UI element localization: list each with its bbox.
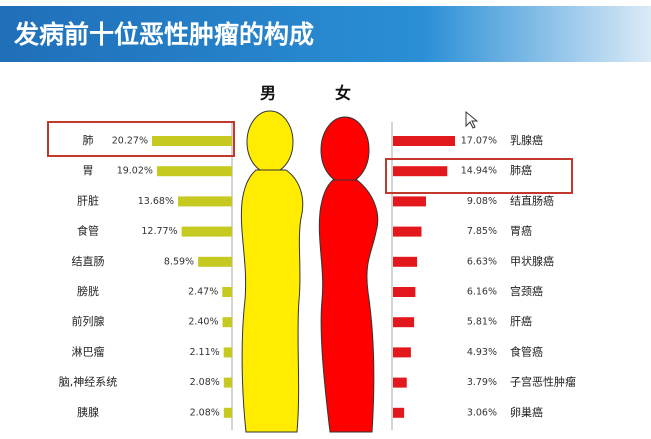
bar <box>181 226 232 237</box>
category-label: 脑,神经系统 <box>59 375 118 389</box>
bar <box>393 136 455 146</box>
bar <box>223 407 232 418</box>
bar <box>393 377 407 388</box>
value-label: 6.16% <box>467 287 497 298</box>
highlight-box <box>385 158 573 194</box>
bar <box>222 317 232 328</box>
category-label: 肺癌 <box>510 163 532 177</box>
chart-title: 发病前十位恶性肿瘤的构成 <box>13 20 314 49</box>
category-label: 食管 <box>77 224 99 238</box>
value-label: 14.94% <box>461 166 497 177</box>
value-label: 3.79% <box>467 377 497 388</box>
category-label: 宫颈癌 <box>510 284 543 298</box>
value-label: 12.77% <box>141 226 177 237</box>
bar <box>223 347 232 358</box>
category-label: 结直肠癌 <box>510 193 554 207</box>
category-label: 胰腺 <box>77 405 99 419</box>
value-label: 2.08% <box>190 407 220 418</box>
category-label: 结直肠 <box>72 254 105 268</box>
value-label: 3.06% <box>467 407 497 418</box>
value-label: 4.93% <box>467 347 497 358</box>
bar <box>156 166 232 177</box>
bar <box>393 317 415 328</box>
category-label: 膀胱 <box>77 284 99 298</box>
category-label: 乳腺癌 <box>510 133 543 147</box>
value-label: 7.85% <box>467 226 497 237</box>
category-label: 卵巢癌 <box>510 405 543 419</box>
value-label: 17.07% <box>461 136 497 147</box>
category-label: 甲状腺癌 <box>510 254 554 268</box>
bar <box>178 196 232 207</box>
value-label: 13.68% <box>138 196 174 207</box>
bar <box>393 287 416 297</box>
category-label: 胃癌 <box>510 224 532 238</box>
value-label: 9.08% <box>467 196 497 207</box>
bar <box>393 256 418 267</box>
value-label: 8.59% <box>164 256 194 267</box>
category-label: 肝癌 <box>510 314 532 328</box>
category-label: 淋巴瘤 <box>72 344 105 358</box>
highlight-box <box>47 121 235 157</box>
value-label: 2.08% <box>190 377 220 388</box>
category-label: 胃 <box>83 164 94 177</box>
bar <box>393 196 426 207</box>
value-label: 5.81% <box>467 317 497 328</box>
bar <box>393 166 448 177</box>
female-header: 女 <box>335 84 351 103</box>
bar <box>222 287 232 297</box>
value-label: 6.63% <box>467 256 497 267</box>
value-label: 2.40% <box>188 317 218 328</box>
male-header: 男 <box>260 84 276 103</box>
value-label: 2.11% <box>189 347 219 358</box>
bar <box>393 347 411 358</box>
category-label: 肺 <box>83 134 94 147</box>
category-label: 肝脏 <box>77 194 99 207</box>
category-label: 食管癌 <box>510 344 543 358</box>
cursor <box>465 110 479 129</box>
bar <box>223 377 232 388</box>
category-label: 前列腺 <box>72 314 105 328</box>
bar <box>152 136 232 146</box>
category-label: 子宫恶性肿瘤 <box>510 375 576 389</box>
value-label: 2.47% <box>188 287 218 298</box>
title-banner <box>0 6 651 62</box>
value-label: 20.27% <box>112 136 148 147</box>
female-silhouette <box>318 116 379 433</box>
male-silhouette <box>240 110 304 433</box>
bar <box>393 226 422 237</box>
value-label: 19.02% <box>117 166 153 177</box>
bar <box>198 256 232 267</box>
bar <box>393 407 405 418</box>
